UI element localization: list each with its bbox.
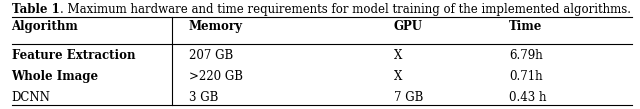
Text: 0.43 h: 0.43 h	[509, 91, 547, 104]
Text: Time: Time	[509, 20, 542, 33]
Text: Memory: Memory	[189, 20, 243, 33]
Text: 0.71h: 0.71h	[509, 70, 543, 83]
Text: DCNN: DCNN	[12, 91, 51, 104]
Text: Table 1: Table 1	[12, 3, 60, 16]
Text: Whole Image: Whole Image	[12, 70, 99, 83]
Text: 6.79h: 6.79h	[509, 49, 543, 61]
Text: Algorithm: Algorithm	[12, 20, 78, 33]
Text: 7 GB: 7 GB	[394, 91, 423, 104]
Text: X: X	[394, 49, 402, 61]
Text: GPU: GPU	[394, 20, 422, 33]
Text: 207 GB: 207 GB	[189, 49, 233, 61]
Text: X: X	[394, 70, 402, 83]
Text: >220 GB: >220 GB	[189, 70, 243, 83]
Text: Feature Extraction: Feature Extraction	[12, 49, 135, 61]
Text: 3 GB: 3 GB	[189, 91, 218, 104]
Text: . Maximum hardware and time requirements for model training of the implemented a: . Maximum hardware and time requirements…	[60, 3, 631, 16]
